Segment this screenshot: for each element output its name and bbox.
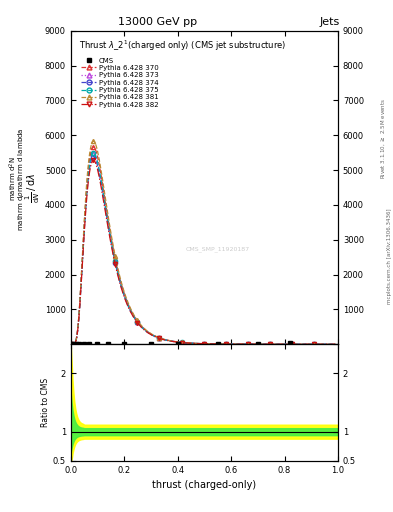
Pythia 6.428 374 — [227, 341, 231, 347]
Text: Jets: Jets — [320, 17, 340, 28]
Text: 13000 GeV pp: 13000 GeV pp — [118, 17, 197, 28]
Pythia 6.428 375 — [333, 341, 338, 347]
CMS — [175, 341, 180, 347]
Pythia 6.428 382 — [231, 341, 236, 347]
Line: Pythia 6.428 370: Pythia 6.428 370 — [69, 145, 338, 347]
Pythia 6.428 382 — [226, 341, 231, 347]
Pythia 6.428 373 — [226, 341, 231, 347]
Pythia 6.428 370 — [333, 341, 338, 347]
Legend: CMS, Pythia 6.428 370, Pythia 6.428 373, Pythia 6.428 374, Pythia 6.428 375, Pyt: CMS, Pythia 6.428 370, Pythia 6.428 373,… — [79, 56, 160, 109]
Pythia 6.428 374 — [69, 341, 73, 347]
Pythia 6.428 375 — [70, 341, 74, 347]
Pythia 6.428 375 — [91, 150, 95, 156]
CMS — [95, 341, 100, 347]
CMS — [71, 341, 76, 347]
Pythia 6.428 370 — [227, 341, 231, 347]
Y-axis label: $\frac{1}{\mathrm{d}N}\,/\,\mathrm{d}\lambda$: $\frac{1}{\mathrm{d}N}\,/\,\mathrm{d}\la… — [24, 173, 42, 203]
Line: Pythia 6.428 381: Pythia 6.428 381 — [69, 139, 338, 347]
Pythia 6.428 373 — [333, 341, 338, 347]
Pythia 6.428 374 — [309, 341, 314, 347]
Pythia 6.428 370 — [231, 341, 236, 347]
Pythia 6.428 381 — [333, 341, 338, 347]
Pythia 6.428 381 — [226, 341, 231, 347]
Line: Pythia 6.428 374: Pythia 6.428 374 — [69, 155, 338, 347]
Pythia 6.428 375 — [292, 341, 297, 347]
CMS — [255, 341, 260, 347]
Pythia 6.428 373 — [292, 341, 297, 347]
Pythia 6.428 375 — [69, 341, 73, 347]
Pythia 6.428 374 — [226, 341, 231, 347]
Pythia 6.428 373 — [231, 341, 236, 347]
Pythia 6.428 381 — [70, 341, 74, 347]
CMS — [82, 341, 86, 347]
Pythia 6.428 374 — [231, 341, 236, 347]
Pythia 6.428 382 — [69, 341, 73, 347]
CMS — [215, 341, 220, 347]
Pythia 6.428 374 — [70, 341, 74, 347]
Pythia 6.428 370 — [226, 341, 231, 347]
Pythia 6.428 370 — [292, 341, 297, 347]
Pythia 6.428 373 — [227, 341, 231, 347]
Text: Thrust $\lambda\_2^1$(charged only) (CMS jet substructure): Thrust $\lambda\_2^1$(charged only) (CMS… — [79, 38, 286, 53]
Pythia 6.428 370 — [309, 341, 314, 347]
Text: CMS_SMP_11920187: CMS_SMP_11920187 — [185, 246, 250, 252]
Line: Pythia 6.428 382: Pythia 6.428 382 — [69, 158, 338, 347]
Pythia 6.428 375 — [226, 341, 231, 347]
Pythia 6.428 381 — [69, 341, 73, 347]
Text: mathrm d$^2$N: mathrm d$^2$N — [8, 157, 19, 201]
Line: CMS: CMS — [70, 342, 260, 346]
Pythia 6.428 382 — [91, 157, 95, 163]
Text: Rivet 3.1.10, $\geq$ 2.5M events: Rivet 3.1.10, $\geq$ 2.5M events — [379, 98, 387, 179]
Pythia 6.428 374 — [91, 154, 95, 160]
CMS — [106, 341, 110, 347]
Pythia 6.428 381 — [231, 341, 236, 347]
Pythia 6.428 370 — [91, 144, 95, 150]
Pythia 6.428 375 — [231, 341, 236, 347]
Line: Pythia 6.428 373: Pythia 6.428 373 — [69, 151, 338, 347]
CMS — [70, 341, 74, 347]
Pythia 6.428 381 — [292, 341, 297, 347]
CMS — [122, 341, 127, 347]
Pythia 6.428 374 — [292, 341, 297, 347]
Line: Pythia 6.428 375: Pythia 6.428 375 — [69, 151, 338, 347]
Text: mathrm d$\rho$mathrm d lambda: mathrm d$\rho$mathrm d lambda — [16, 127, 26, 231]
CMS — [87, 341, 92, 347]
Pythia 6.428 373 — [70, 341, 74, 347]
Pythia 6.428 382 — [333, 341, 338, 347]
Pythia 6.428 381 — [227, 341, 231, 347]
Pythia 6.428 370 — [69, 341, 73, 347]
Pythia 6.428 373 — [69, 341, 73, 347]
Pythia 6.428 382 — [309, 341, 314, 347]
Y-axis label: Ratio to CMS: Ratio to CMS — [41, 378, 50, 427]
CMS — [76, 341, 81, 347]
Pythia 6.428 381 — [91, 138, 95, 144]
Pythia 6.428 370 — [70, 341, 74, 347]
Pythia 6.428 374 — [333, 341, 338, 347]
X-axis label: thrust (charged-only): thrust (charged-only) — [152, 480, 256, 490]
Pythia 6.428 375 — [227, 341, 231, 347]
CMS — [74, 341, 79, 347]
Text: mcplots.cern.ch [arXiv:1306.3436]: mcplots.cern.ch [arXiv:1306.3436] — [387, 208, 391, 304]
Pythia 6.428 382 — [70, 341, 74, 347]
Pythia 6.428 373 — [91, 150, 95, 156]
Pythia 6.428 373 — [309, 341, 314, 347]
CMS — [149, 341, 153, 347]
Pythia 6.428 375 — [309, 341, 314, 347]
Pythia 6.428 381 — [309, 341, 314, 347]
Pythia 6.428 382 — [227, 341, 231, 347]
Pythia 6.428 382 — [292, 341, 297, 347]
